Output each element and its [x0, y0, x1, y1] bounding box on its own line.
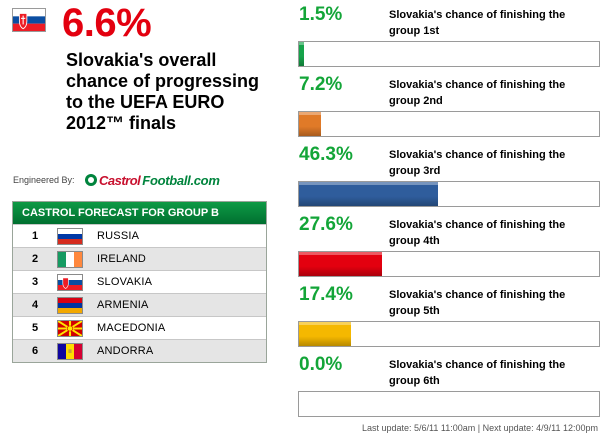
table-position: 3 — [31, 276, 39, 288]
table-team: ARMENIA — [97, 299, 149, 311]
table-team: MACEDONIA — [97, 322, 166, 334]
table-row: 2 IRELAND — [13, 247, 266, 270]
table-row: 1 RUSSIA — [13, 224, 266, 247]
chance-percent: 17.4% — [299, 284, 353, 305]
ireland-flag-icon — [57, 250, 83, 268]
update-info: Last update: 5/6/11 11:00am | Next updat… — [361, 423, 598, 433]
slovakia-flag-icon — [57, 273, 83, 291]
chance-percent: 7.2% — [299, 74, 343, 95]
chance-bar-fill — [299, 322, 352, 346]
group-forecast-table: CASTROL FORECAST FOR GROUP B 1 RUSSIA 2 … — [12, 201, 267, 363]
engineered-by-label: Engineered By: — [13, 175, 75, 185]
chance-bar-fill — [299, 182, 438, 206]
macedonia-flag-icon — [57, 319, 83, 337]
chance-bar-fill — [299, 42, 304, 66]
chance-percent: 27.6% — [299, 214, 353, 235]
chance-percent: 1.5% — [299, 4, 343, 25]
table-team: IRELAND — [97, 253, 147, 265]
overall-chance-description: Slovakia's overall chance of progressing… — [66, 50, 260, 133]
chance-bar-track — [298, 251, 600, 277]
chance-percent: 0.0% — [299, 354, 343, 375]
chance-label: Slovakia's chance of finishing the group… — [389, 359, 566, 387]
chance-bar-track — [298, 391, 600, 417]
chance-bar-fill — [299, 112, 321, 136]
table-position: 2 — [31, 253, 39, 265]
chance-bar-fill — [299, 252, 382, 276]
chance-label: Slovakia's chance of finishing the group… — [389, 9, 566, 37]
table-position: 4 — [31, 299, 39, 311]
chance-bar-track — [298, 181, 600, 207]
finish-chance-3rd: 46.3% Slovakia's chance of finishing the… — [298, 144, 600, 214]
table-team: SLOVAKIA — [97, 276, 153, 288]
table-position: 5 — [31, 322, 39, 334]
table-title: CASTROL FORECAST FOR GROUP B — [13, 202, 266, 224]
slovakia-flag-icon — [12, 8, 46, 32]
table-row: 4 ARMENIA — [13, 293, 266, 316]
chance-label: Slovakia's chance of finishing the group… — [389, 219, 566, 247]
russia-flag-icon — [57, 227, 83, 245]
logo-primary-text: Castrol — [99, 172, 141, 188]
logo-secondary-text: Football.com — [142, 172, 220, 188]
chance-label: Slovakia's chance of finishing the group… — [389, 149, 566, 177]
table-row: 5 MACEDONIA — [13, 316, 266, 339]
finish-chance-5th: 17.4% Slovakia's chance of finishing the… — [298, 284, 600, 354]
table-team: ANDORRA — [97, 345, 154, 357]
table-position: 6 — [31, 345, 39, 357]
castrol-football-logo[interactable]: Castrol Football.com — [85, 171, 220, 189]
table-row: 3 SLOVAKIA — [13, 270, 266, 293]
finish-chance-1st: 1.5% Slovakia's chance of finishing the … — [298, 4, 600, 74]
finish-chance-6th: 0.0% Slovakia's chance of finishing the … — [298, 354, 600, 424]
table-team: RUSSIA — [97, 230, 140, 242]
table-position: 1 — [31, 230, 39, 242]
castrol-logo-icon — [85, 174, 97, 186]
overall-chance-percent: 6.6% — [62, 1, 152, 45]
chance-bar-track — [298, 321, 600, 347]
chance-label: Slovakia's chance of finishing the group… — [389, 79, 566, 107]
armenia-flag-icon — [57, 296, 83, 314]
chance-bar-track — [298, 111, 600, 137]
chance-percent: 46.3% — [299, 144, 353, 165]
chance-bar-track — [298, 41, 600, 67]
chance-label: Slovakia's chance of finishing the group… — [389, 289, 566, 317]
finish-chance-4th: 27.6% Slovakia's chance of finishing the… — [298, 214, 600, 284]
andorra-flag-icon — [57, 342, 83, 360]
table-row: 6 ANDORRA — [13, 339, 266, 362]
finish-chance-2nd: 7.2% Slovakia's chance of finishing the … — [298, 74, 600, 144]
